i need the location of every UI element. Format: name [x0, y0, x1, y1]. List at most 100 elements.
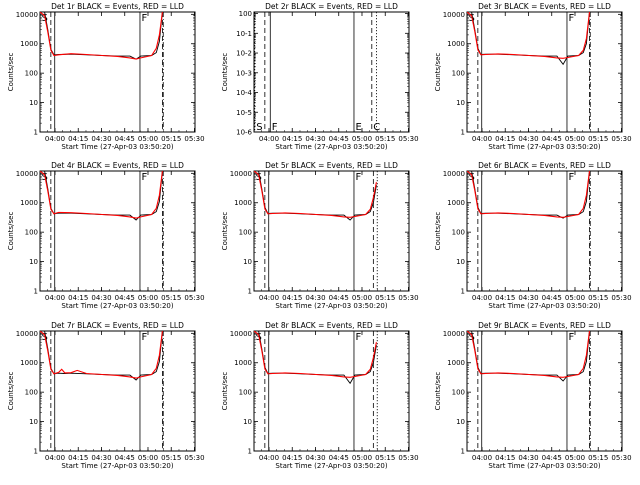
x-tick-label: 05:30 [398, 294, 418, 302]
y-tick-label: 1 [248, 288, 252, 296]
x-tick-label: 05:00 [565, 135, 585, 143]
y-tick-label: 10000 [16, 170, 38, 178]
x-tick-label: 04:00 [259, 135, 279, 143]
event-marker-label: F [568, 13, 574, 24]
y-tick-label: 1000 [20, 40, 38, 48]
x-tick-label: 05:15 [375, 454, 395, 462]
y-tick-label: 10-2 [236, 50, 252, 58]
event-marker-label: F [141, 13, 147, 24]
panel-title: Det 3r BLACK = Events, RED = LLD [478, 2, 611, 11]
y-tick-label: 100 [25, 229, 38, 237]
panel-title: Det 1r BLACK = Events, RED = LLD [51, 2, 184, 11]
x-tick-label: 04:45 [329, 135, 349, 143]
y-tick-label: 1000 [447, 199, 465, 207]
x-axis-label: Start Time (27-Apr-03 03:50:20) [61, 462, 173, 470]
y-tick-label: 10 [456, 418, 465, 426]
x-tick-label: 05:00 [352, 294, 372, 302]
x-tick-label: 04:00 [472, 454, 492, 462]
y-tick-label: 100 [239, 229, 252, 237]
panel-title: Det 4r BLACK = Events, RED = LLD [51, 161, 184, 170]
x-tick-label: 05:00 [352, 454, 372, 462]
y-axis-label: Counts/sec [221, 372, 229, 411]
event-marker-label: F [355, 172, 361, 183]
y-tick-label: 10000 [443, 330, 465, 338]
panel-title: Det 2r BLACK = Events, RED = LLD [265, 2, 398, 11]
y-tick-label: 1 [34, 288, 38, 296]
x-tick-label: 04:15 [68, 294, 88, 302]
y-tick-label: 10 [243, 418, 252, 426]
panel-8: Det 8r BLACK = Events, RED = LLD 1 10 100 10… [221, 321, 419, 470]
y-axis-label: Counts/sec [7, 212, 15, 251]
event-marker-label: C [373, 122, 380, 133]
y-tick-label: 10000 [443, 11, 465, 19]
event-marker-label: F [272, 122, 278, 133]
x-tick-label: 05:00 [138, 454, 158, 462]
x-tick-label: 04:30 [518, 294, 538, 302]
x-axis-label: Start Time (27-Apr-03 03:50:20) [61, 302, 173, 310]
x-tick-label: 04:00 [472, 135, 492, 143]
x-tick-label: 05:30 [611, 454, 631, 462]
x-tick-label: 04:45 [542, 454, 562, 462]
x-tick-label: 04:30 [91, 294, 111, 302]
y-tick-label: 100 [239, 10, 252, 18]
y-tick-label: 1000 [20, 199, 38, 207]
x-tick-label: 04:00 [45, 135, 65, 143]
x-axis-label: Start Time (27-Apr-03 03:50:20) [488, 302, 600, 310]
y-tick-label: 100 [25, 70, 38, 78]
y-tick-label: 1 [34, 448, 38, 456]
event-marker-label: E [355, 122, 361, 133]
panel-frame [39, 170, 196, 292]
y-tick-label: 10 [456, 258, 465, 266]
x-tick-label: 04:15 [282, 135, 302, 143]
x-tick-label: 04:00 [259, 294, 279, 302]
panel-frame [39, 11, 196, 133]
y-tick-label: 1000 [234, 359, 252, 367]
x-tick-label: 04:30 [91, 454, 111, 462]
x-tick-label: 04:15 [495, 135, 515, 143]
x-axis-label: Start Time (27-Apr-03 03:50:20) [275, 143, 387, 151]
x-tick-label: 04:30 [305, 454, 325, 462]
y-tick-label: 10-6 [236, 129, 252, 137]
x-tick-label: 05:30 [184, 294, 204, 302]
panel-frame [253, 170, 410, 292]
y-tick-label: 1 [461, 129, 465, 137]
x-tick-label: 04:15 [495, 294, 515, 302]
y-axis-label: Counts/sec [434, 212, 442, 251]
panel-title: Det 6r BLACK = Events, RED = LLD [478, 161, 611, 170]
y-tick-label: 10 [29, 258, 38, 266]
lld-line [254, 331, 377, 378]
x-tick-label: 05:30 [184, 454, 204, 462]
y-tick-label: 1 [461, 288, 465, 296]
x-tick-label: 05:30 [398, 135, 418, 143]
lld-line [467, 171, 591, 218]
panel-1: Det 1r BLACK = Events, RED = LLD 1 10 100 10… [7, 2, 205, 151]
x-tick-label: 05:15 [161, 135, 181, 143]
x-tick-label: 05:15 [375, 294, 395, 302]
lld-line [467, 12, 591, 59]
panel-frame [39, 330, 196, 452]
y-axis-label: Counts/sec [7, 372, 15, 411]
y-tick-label: 10 [243, 258, 252, 266]
panel-7: Det 7r BLACK = Events, RED = LLD 1 10 100 10… [7, 321, 205, 470]
x-tick-label: 04:15 [68, 454, 88, 462]
x-tick-label: 04:00 [259, 454, 279, 462]
y-tick-label: 10 [29, 418, 38, 426]
x-tick-label: 04:45 [115, 294, 135, 302]
x-axis-label: Start Time (27-Apr-03 03:50:20) [488, 462, 600, 470]
panel-title: Det 7r BLACK = Events, RED = LLD [51, 321, 184, 330]
y-tick-label: 1000 [20, 359, 38, 367]
y-tick-label: 10000 [443, 170, 465, 178]
event-marker-label: F [568, 172, 574, 183]
y-tick-label: 10000 [230, 330, 252, 338]
lld-line [40, 171, 163, 219]
panel-3: Det 3r BLACK = Events, RED = LLD 1 10 100 10… [434, 2, 632, 151]
x-tick-label: 04:45 [542, 294, 562, 302]
y-tick-label: 10000 [16, 11, 38, 19]
y-tick-label: 10 [29, 99, 38, 107]
x-tick-label: 04:15 [495, 454, 515, 462]
x-tick-label: 04:45 [329, 294, 349, 302]
y-tick-label: 10-5 [236, 109, 252, 117]
y-tick-label: 10-1 [236, 30, 252, 38]
panel-9: Det 9r BLACK = Events, RED = LLD 1 10 100 10… [434, 321, 632, 470]
x-axis-label: Start Time (27-Apr-03 03:50:20) [275, 462, 387, 470]
